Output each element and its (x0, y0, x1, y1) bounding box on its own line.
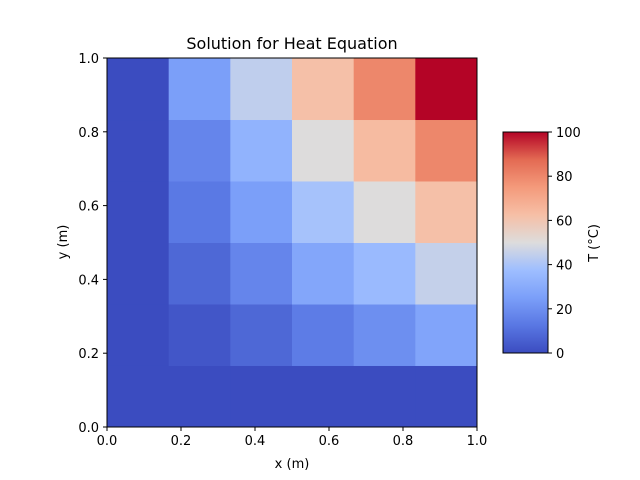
heatmap-cell (415, 58, 478, 121)
colorbar-tick-label: 100 (556, 126, 581, 141)
heatmap-cell (168, 304, 231, 366)
heatmap-cell (353, 180, 416, 243)
heatmap-cell (292, 242, 355, 305)
heatmap-cell (415, 242, 478, 305)
heatmap-cell (168, 365, 231, 428)
heatmap-cell (292, 365, 355, 428)
colorbar-tick-label: 60 (556, 214, 573, 229)
y-tick-label: 0.2 (78, 347, 99, 362)
x-tick-label: 1.0 (467, 434, 488, 449)
heatmap-cell (415, 180, 478, 243)
y-axis-label: y (m) (56, 225, 71, 260)
heatmap-cell (107, 304, 170, 366)
colorbar-tick-label: 40 (556, 259, 573, 274)
x-tick-label: 0.6 (319, 434, 340, 449)
heatmap-cell (292, 58, 355, 121)
y-tick-label: 0.0 (78, 421, 99, 436)
heatmap-cell (230, 365, 293, 428)
heatmap-cell (107, 180, 170, 243)
heatmap-cell (230, 304, 293, 366)
y-tick-label: 0.8 (78, 126, 99, 141)
heatmap-cell (107, 365, 170, 428)
y-tick-label: 0.4 (78, 273, 99, 288)
heatmap-cell (353, 119, 416, 182)
chart-title: Solution for Heat Equation (186, 34, 397, 53)
heatmap-cell (168, 58, 231, 121)
heatmap-cell (353, 304, 416, 366)
heatmap-cell (230, 119, 293, 182)
heatmap-cell (415, 304, 478, 366)
x-tick-label: 0.2 (171, 434, 192, 449)
heatmap-cells (107, 58, 478, 428)
heatmap-cell (107, 242, 170, 305)
colorbar-tick-label: 0 (556, 347, 564, 362)
colorbar-tick-label: 20 (556, 303, 573, 318)
heatmap-cell (230, 242, 293, 305)
colorbar-label: T (°C) (587, 224, 602, 263)
x-axis-label: x (m) (275, 457, 310, 472)
heatmap-cell (292, 180, 355, 243)
colorbar-ticks: 0 20 40 60 80 100 (548, 126, 581, 362)
heatmap-cell (168, 119, 231, 182)
x-tick-label: 0.0 (97, 434, 118, 449)
colorbar (502, 131, 549, 354)
heatmap-cell (292, 119, 355, 182)
x-axis-ticks: 0.0 0.2 0.4 0.6 0.8 1.0 (97, 427, 488, 449)
x-tick-label: 0.8 (393, 434, 414, 449)
heatmap-cell (168, 180, 231, 243)
heatmap-cell (230, 180, 293, 243)
heatmap-cell (353, 58, 416, 121)
colorbar-tick-label: 80 (556, 170, 573, 185)
y-tick-label: 0.6 (78, 200, 99, 215)
heatmap-cell (107, 58, 170, 121)
heatmap-cell (353, 242, 416, 305)
heatmap-cell (107, 119, 170, 182)
heatmap-cell (230, 58, 293, 121)
heatmap-cell (292, 304, 355, 366)
plot-frame (106, 57, 478, 428)
heatmap-cell (415, 365, 478, 428)
heatmap-cell (415, 119, 478, 182)
y-tick-label: 1.0 (78, 52, 99, 67)
x-tick-label: 0.4 (245, 434, 266, 449)
heatmap-cell (168, 242, 231, 305)
y-axis-ticks: 0.0 0.2 0.4 0.6 0.8 1.0 (78, 52, 107, 436)
heatmap-cell (353, 365, 416, 428)
